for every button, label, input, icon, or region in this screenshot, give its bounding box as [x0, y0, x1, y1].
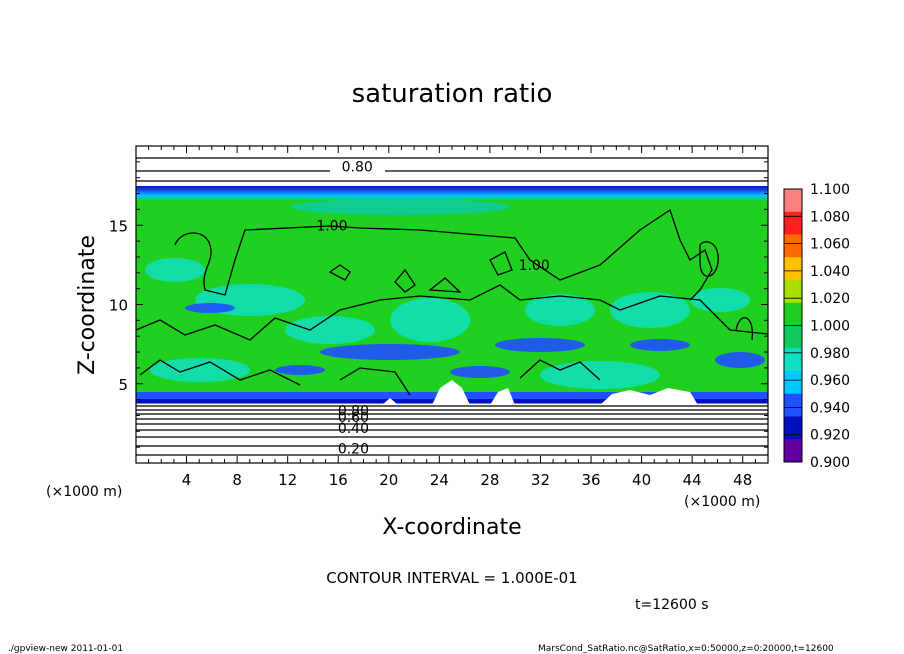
chart-title: saturation ratio — [352, 79, 553, 109]
x-tick-label: 32 — [531, 471, 550, 489]
x-tick-label: 36 — [581, 471, 600, 489]
field-top-band-light — [290, 199, 510, 215]
colorbar-swatch — [784, 257, 802, 281]
colorbar-swatch — [784, 393, 802, 417]
field-top-band — [136, 186, 768, 200]
contour-label: 0.40 — [338, 421, 369, 437]
y-axis: 5 10 15 — [109, 161, 768, 448]
contour-label: 0.20 — [338, 442, 369, 458]
x-tick-label: 20 — [379, 471, 398, 489]
contour-label: 1.00 — [519, 258, 550, 274]
colorbar-label: 1.060 — [810, 237, 850, 253]
colorbar-swatch — [784, 302, 802, 326]
contour-lines-1.00 — [136, 208, 768, 396]
x-tick-label: 44 — [683, 471, 702, 489]
colorbar-label: 0.960 — [810, 373, 850, 389]
x-tick-label: 12 — [278, 471, 297, 489]
colorbar-label: 1.000 — [810, 319, 850, 335]
contour-label: 0.80 — [338, 404, 369, 420]
x-tick-label: 16 — [329, 471, 348, 489]
colorbar-swatch — [784, 211, 802, 235]
x-tick-label: 48 — [733, 471, 752, 489]
field-blue-streaks — [185, 303, 765, 378]
x-axis: 4 8 12 16 20 24 28 32 36 40 44 48 — [148, 146, 756, 489]
field-cyan-patches — [145, 258, 750, 389]
colorbar-label: 1.100 — [810, 182, 850, 198]
contour-label: 0.60 — [338, 410, 369, 426]
x-tick-label: 40 — [632, 471, 651, 489]
contour-lines-upper — [136, 157, 768, 182]
colorbar-label: 0.920 — [810, 428, 850, 444]
x-unit-label: (×1000 m) — [684, 494, 760, 510]
colorbar-swatch — [784, 371, 802, 395]
colorbar: 1.100 1.080 1.060 1.040 1.020 1.000 0.980 0.960… — [783, 182, 850, 471]
contour-lines-lower — [136, 405, 768, 456]
y-unit-label: (×1000 m) — [46, 484, 122, 500]
x-tick-label: 24 — [430, 471, 449, 489]
colorbar-label: 0.940 — [810, 400, 850, 416]
field-white-patches — [382, 380, 698, 405]
colorbar-swatch — [784, 439, 802, 463]
colorbar-label: 0.980 — [810, 346, 850, 362]
contour-label: 0.80 — [342, 160, 373, 176]
x-tick-label: 28 — [480, 471, 499, 489]
colorbar-label: 0.900 — [810, 455, 850, 471]
y-axis-label: Z-coordinate — [75, 235, 100, 375]
x-tick-label: 4 — [182, 471, 192, 489]
colorbar-swatch — [784, 416, 802, 440]
colorbar-swatch — [784, 189, 802, 213]
y-tick-label: 15 — [109, 217, 128, 235]
contour-label-layer: 0.801.001.000.800.600.400.20 — [316, 160, 550, 458]
time-text: t=12600 s — [635, 597, 709, 613]
colorbar-label: 1.020 — [810, 291, 850, 307]
colorbar-swatch — [784, 234, 802, 258]
colorbar-label: 1.080 — [810, 209, 850, 225]
colorbar-swatch — [784, 280, 802, 304]
footer-left: ./gpview-new 2011-01-01 — [8, 644, 123, 654]
footer-right: MarsCond_SatRatio.nc@SatRatio,x=0:50000,… — [538, 644, 834, 654]
colorbar-swatch — [784, 348, 802, 372]
x-tick-label: 8 — [232, 471, 242, 489]
y-tick-label: 5 — [118, 376, 128, 394]
contour-interval-text: CONTOUR INTERVAL = 1.000E-01 — [326, 569, 577, 587]
colorbar-label: 1.040 — [810, 264, 850, 280]
contour-label: 1.00 — [316, 218, 347, 234]
colorbar-swatch — [784, 325, 802, 349]
plot-area: 0.801.001.000.800.600.400.20 — [136, 146, 768, 463]
x-axis-label: X-coordinate — [382, 515, 521, 540]
y-tick-label: 10 — [109, 297, 128, 315]
